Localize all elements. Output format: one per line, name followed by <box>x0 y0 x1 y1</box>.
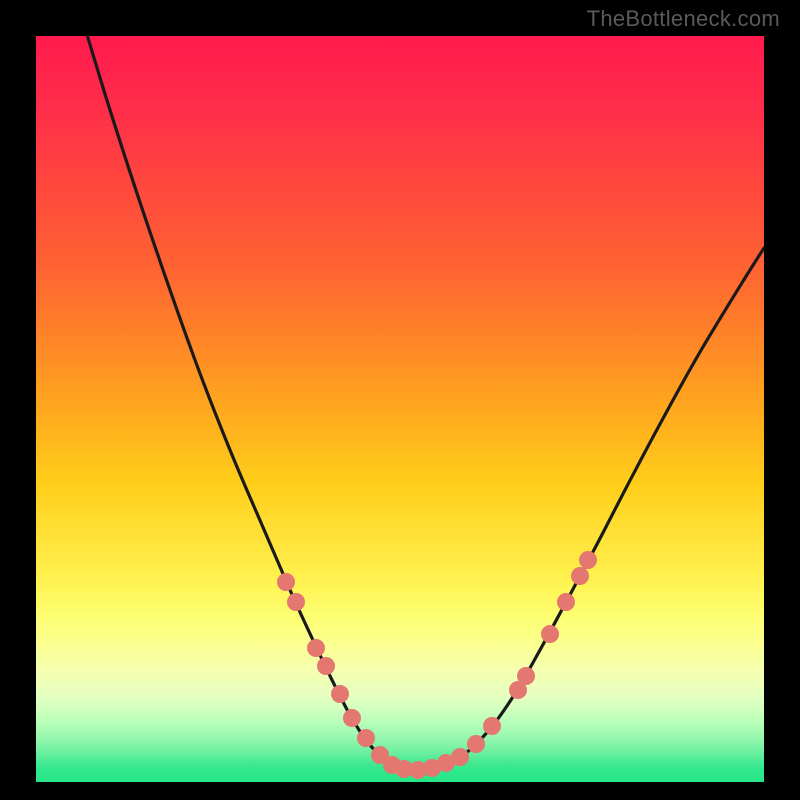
data-dot <box>451 748 469 766</box>
data-dot <box>571 567 589 585</box>
data-dot <box>331 685 349 703</box>
data-dot <box>357 729 375 747</box>
data-dot <box>483 717 501 735</box>
data-dot <box>277 573 295 591</box>
data-dot <box>541 625 559 643</box>
watermark-text: TheBottleneck.com <box>587 6 780 32</box>
data-dot <box>517 667 535 685</box>
data-dot <box>317 657 335 675</box>
chart-container: TheBottleneck.com <box>0 0 800 800</box>
data-dot <box>287 593 305 611</box>
data-dot <box>467 735 485 753</box>
data-dot <box>307 639 325 657</box>
bottleneck-chart <box>0 0 800 800</box>
data-dot <box>557 593 575 611</box>
data-dot <box>343 709 361 727</box>
plot-background <box>36 36 764 782</box>
data-dot <box>579 551 597 569</box>
